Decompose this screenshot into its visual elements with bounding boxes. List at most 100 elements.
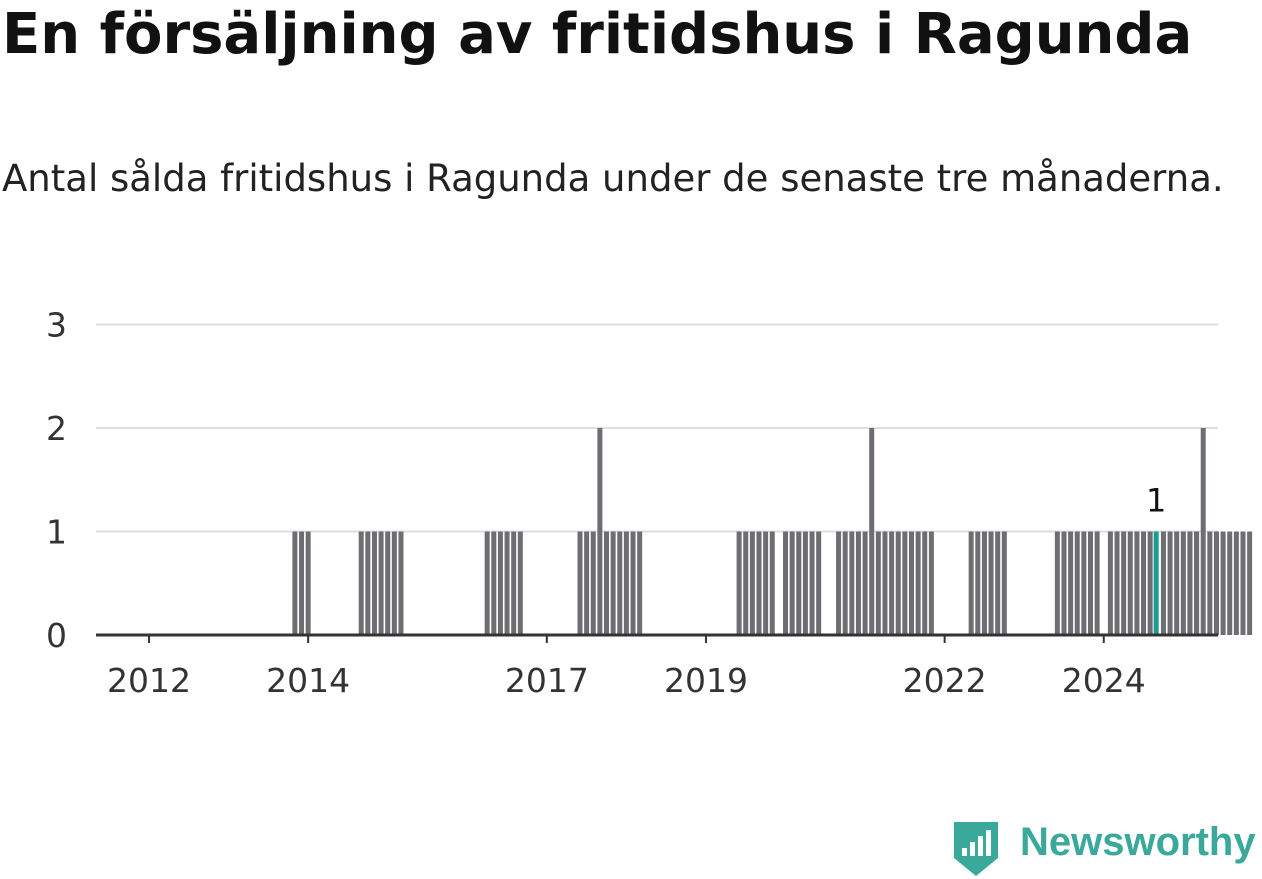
bar	[836, 531, 842, 635]
bar-chart: 0 1 2 3 1 2012 2014 2017 2019 2022 2024	[46, 306, 1253, 700]
bar	[1240, 531, 1246, 635]
bar	[981, 531, 987, 635]
bar	[1001, 531, 1007, 635]
bar	[756, 531, 762, 635]
newsworthy-logo: Newsworthy	[950, 818, 1260, 878]
bar	[292, 531, 298, 635]
bar	[610, 531, 616, 635]
bar	[802, 531, 808, 635]
bar	[902, 531, 908, 635]
bar	[1094, 531, 1100, 635]
bar	[922, 531, 928, 635]
bar	[1141, 531, 1147, 635]
bar	[1107, 531, 1113, 635]
bar	[1200, 428, 1206, 635]
bar	[763, 531, 769, 635]
bar	[875, 531, 881, 635]
bar	[915, 531, 921, 635]
chart-subtitle: Antal sålda fritidshus i Ragunda under d…	[2, 157, 1224, 200]
x-tick-label: 2017	[505, 661, 589, 700]
bar	[743, 531, 749, 635]
bar	[504, 531, 510, 635]
x-tick-label: 2014	[266, 661, 350, 700]
chart-title: En försäljning av fritidshus i Ragunda	[2, 2, 1193, 67]
y-tick-label: 0	[46, 616, 67, 655]
bar	[1187, 531, 1193, 635]
bar	[749, 531, 755, 635]
bar	[305, 531, 311, 635]
bar	[1061, 531, 1067, 635]
bar	[1160, 531, 1166, 635]
bar	[736, 531, 742, 635]
bar	[385, 531, 391, 635]
bar	[1147, 531, 1153, 635]
bar	[1233, 531, 1239, 635]
bar	[1207, 531, 1213, 635]
bar	[1174, 531, 1180, 635]
bar	[1121, 531, 1127, 635]
bar	[1134, 531, 1140, 635]
bar	[511, 531, 517, 635]
bar	[1247, 531, 1253, 635]
bar	[1220, 531, 1226, 635]
bar	[497, 531, 503, 635]
bar	[1088, 531, 1093, 635]
bar	[869, 428, 875, 635]
bar	[928, 531, 934, 635]
bar	[862, 531, 868, 635]
bar	[816, 531, 822, 635]
bar	[849, 531, 855, 635]
y-tick-label: 2	[46, 409, 67, 448]
newsworthy-icon	[954, 822, 998, 876]
brand-name: Newsworthy	[1020, 820, 1256, 864]
bar	[968, 531, 974, 635]
bar	[1081, 531, 1087, 635]
bar	[855, 531, 861, 635]
bar	[378, 531, 384, 635]
bar	[769, 531, 775, 635]
bar	[597, 428, 603, 635]
bar	[1227, 531, 1233, 635]
bar	[1194, 531, 1200, 635]
bar	[842, 531, 848, 635]
bar	[391, 531, 397, 635]
bar	[590, 531, 596, 635]
bar	[1127, 531, 1133, 635]
bar	[577, 531, 583, 635]
bar	[882, 531, 888, 635]
bar	[637, 531, 643, 635]
bar	[889, 531, 895, 635]
bar	[1054, 531, 1060, 635]
bar	[398, 531, 404, 635]
bar	[895, 531, 901, 635]
bar	[1167, 531, 1173, 635]
bar	[365, 531, 371, 635]
bar	[809, 531, 815, 635]
bar	[1114, 531, 1120, 635]
bar	[1074, 531, 1080, 635]
y-tick-label: 3	[46, 306, 67, 345]
bar	[623, 531, 629, 635]
bar	[908, 531, 914, 635]
bar	[995, 531, 1001, 635]
bar	[604, 531, 610, 635]
bar	[789, 531, 795, 635]
bar	[988, 531, 994, 635]
bar	[584, 531, 590, 635]
bar	[517, 531, 523, 635]
bar	[975, 531, 981, 635]
bar	[1180, 531, 1186, 635]
bar	[783, 531, 789, 635]
x-tick-label: 2022	[903, 661, 987, 700]
x-tick-label: 2012	[107, 661, 191, 700]
x-tick-label: 2019	[664, 661, 748, 700]
bar	[484, 531, 490, 635]
bar	[491, 531, 497, 635]
bar	[1068, 531, 1074, 635]
bar	[630, 531, 636, 635]
bar	[358, 531, 364, 635]
bar	[796, 531, 802, 635]
highlight-bar	[1153, 531, 1159, 635]
bar	[1213, 531, 1219, 635]
y-tick-label: 1	[46, 513, 67, 552]
